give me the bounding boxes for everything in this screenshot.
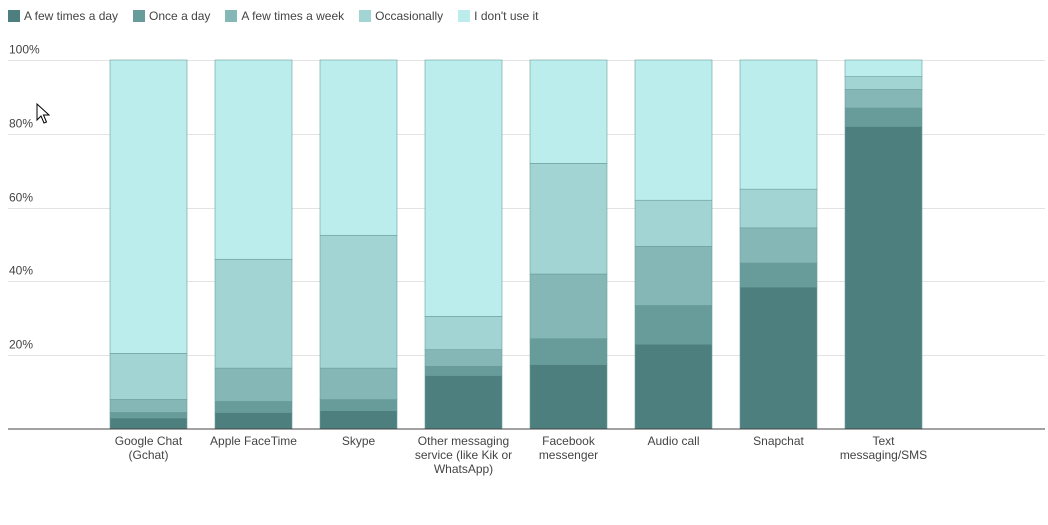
bar-stack: A few times a day: 5%Once a day: 3%A few… — [319, 59, 398, 430]
bar-segment: I don't use it: 4.5% — [844, 59, 923, 77]
bar-segment: A few times a week: 8.5% — [319, 367, 398, 400]
bar-segment: Once a day: 6.5% — [739, 262, 818, 288]
x-tick-label-line: (Gchat) — [128, 448, 168, 462]
legend-label: Occasionally — [375, 9, 444, 23]
bar-segment: I don't use it: 54% — [214, 59, 293, 260]
bars: A few times a day: 3%Once a day: 1.5%A f… — [109, 59, 923, 430]
legend-item: Once a day — [133, 9, 210, 23]
bar-segment: A few times a day: 38.5% — [739, 286, 818, 430]
x-tick-label-line: Audio call — [647, 434, 699, 448]
x-tick-label-line: messenger — [539, 448, 598, 462]
bar-segment: A few times a day: 3% — [109, 417, 188, 430]
mouse-cursor-icon — [36, 103, 50, 124]
x-tick-label-line: Snapchat — [753, 434, 804, 448]
x-tick-label-line: Skype — [342, 434, 376, 448]
bar-stack: A few times a day: 17.5%Once a day: 7%A … — [529, 59, 608, 430]
bar-segment: Once a day: 1.5% — [109, 412, 188, 419]
bar-segment: A few times a week: 16% — [634, 246, 713, 306]
x-tick-label: Skype — [342, 434, 376, 448]
x-tick-label-line: Text — [872, 434, 895, 448]
bar-segment: A few times a week: 17.5% — [529, 273, 608, 339]
bar-segment: I don't use it: 38% — [634, 59, 713, 201]
legend-item: I don't use it — [458, 9, 539, 23]
x-tick-label: Apple FaceTime — [210, 434, 297, 448]
bar-stack: A few times a day: 38.5%Once a day: 6.5%… — [739, 59, 818, 430]
bar-stack: A few times a day: 4.5%Once a day: 3%A f… — [214, 59, 293, 430]
x-axis-tick-labels: Google Chat (Gchat) Apple FaceTime Skype Oth… — [115, 434, 927, 476]
chart-legend: A few times a day Once a day A few times a… — [8, 8, 554, 24]
bar-segment: A few times a day: 23% — [634, 343, 713, 430]
x-tick-label-line: WhatsApp) — [434, 462, 493, 476]
bar-segment: Occasionally: 12.5% — [634, 199, 713, 247]
y-axis-tick-labels: 20% 40% 60% 80% 100% — [9, 43, 40, 352]
bar-segment: I don't use it: 28% — [529, 59, 608, 164]
bar-segment: A few times a week: 5% — [844, 89, 923, 109]
x-tick-label: Google Chat (Gchat) — [115, 434, 183, 462]
x-tick-label-line: Google Chat — [115, 434, 183, 448]
bar-segment: A few times a week: 9.5% — [739, 227, 818, 264]
y-tick-label: 80% — [9, 117, 33, 131]
bar-segment: Occasionally: 3.5% — [844, 76, 923, 90]
bar-segment: Occasionally: 9% — [424, 316, 503, 350]
bar-segment: A few times a week: 9% — [214, 367, 293, 402]
x-tick-label: Text messaging/SMS — [840, 434, 927, 462]
y-tick-label: 60% — [9, 191, 33, 205]
bar-segment: Once a day: 5% — [844, 107, 923, 127]
legend-label: A few times a day — [24, 9, 119, 23]
bar-segment: Occasionally: 30% — [529, 163, 608, 275]
bar-segment: A few times a day: 5% — [319, 410, 398, 430]
x-tick-label-line: Apple FaceTime — [210, 434, 297, 448]
y-tick-label: 20% — [9, 338, 33, 352]
y-tick-label: 100% — [9, 43, 40, 57]
bar-segment: Once a day: 3% — [214, 401, 293, 413]
x-tick-label-line: service (like Kik or — [415, 448, 512, 462]
legend-label: Once a day — [149, 9, 211, 23]
bar-segment: Occasionally: 29.5% — [214, 258, 293, 369]
bar-segment: I don't use it: 79.5% — [109, 59, 188, 354]
y-tick-label: 40% — [9, 264, 33, 278]
bar-stack: A few times a day: 14.5%Once a day: 2.5%… — [424, 59, 503, 430]
bar-stack: A few times a day: 82%Once a day: 5%A fe… — [844, 59, 923, 430]
bar-segment: I don't use it: 69.5% — [424, 59, 503, 317]
bar-segment: Once a day: 2.5% — [424, 365, 503, 376]
bar-segment: I don't use it: 35% — [739, 59, 818, 190]
legend-label: I don't use it — [474, 9, 539, 23]
bar-segment: A few times a day: 17.5% — [529, 364, 608, 430]
bar-segment: A few times a week: 3.5% — [109, 399, 188, 413]
bar-segment: A few times a day: 14.5% — [424, 375, 503, 430]
legend-swatch — [359, 10, 372, 22]
bar-segment: Occasionally: 36% — [319, 234, 398, 369]
legend-swatch — [133, 10, 146, 22]
bar-segment: Once a day: 3% — [319, 399, 398, 411]
x-tick-label: Facebook messenger — [539, 434, 598, 462]
bar-segment: I don't use it: 47.5% — [319, 59, 398, 236]
bar-segment: Occasionally: 10.5% — [739, 188, 818, 229]
legend-item: A few times a week — [225, 9, 344, 23]
legend-label: A few times a week — [241, 9, 345, 23]
x-tick-label-line: messaging/SMS — [840, 448, 927, 462]
legend-item: A few times a day — [8, 9, 118, 23]
legend-item: Occasionally — [359, 9, 443, 23]
bar-segment: A few times a week: 4.5% — [424, 349, 503, 367]
legend-swatch — [225, 10, 238, 22]
bar-segment: Once a day: 10.5% — [634, 305, 713, 345]
x-tick-label-line: Other messaging — [418, 434, 509, 448]
bar-stack: A few times a day: 3%Once a day: 1.5%A f… — [109, 59, 188, 430]
bar-segment: A few times a day: 4.5% — [214, 412, 293, 430]
x-tick-label: Other messaging service (like Kik or Whats… — [415, 434, 512, 476]
x-tick-label: Audio call — [647, 434, 699, 448]
bar-segment: A few times a day: 82% — [844, 126, 923, 430]
bar-segment: Once a day: 7% — [529, 338, 608, 365]
legend-swatch — [458, 10, 471, 22]
legend-swatch — [8, 10, 20, 22]
bar-segment: Occasionally: 12.5% — [109, 353, 188, 400]
x-tick-label-line: Facebook — [542, 434, 596, 448]
x-tick-label: Snapchat — [753, 434, 804, 448]
bar-stack: A few times a day: 23%Once a day: 10.5%A… — [634, 59, 713, 430]
